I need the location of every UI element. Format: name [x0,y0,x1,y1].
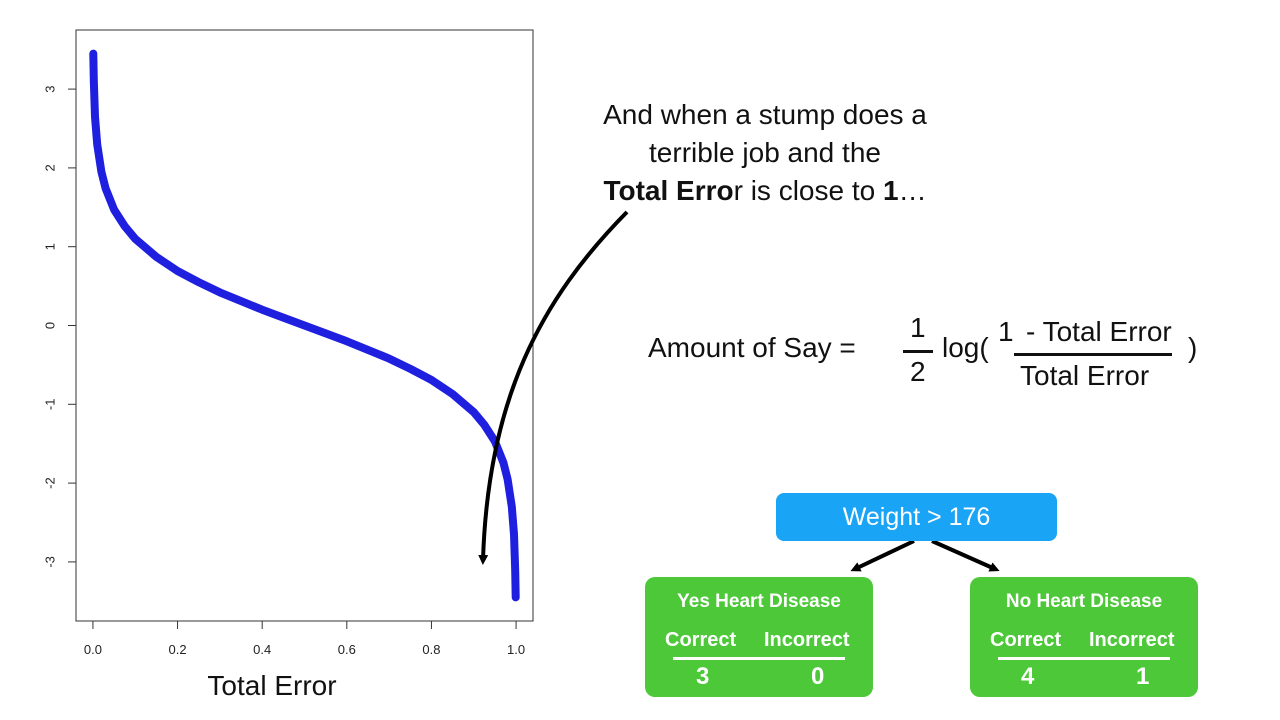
y-tick-label: -3 [43,556,58,568]
formula-close-paren: ) [1188,332,1198,363]
correct-label: Correct [665,629,737,651]
x-tick-label: 0.6 [338,642,356,657]
callout-arrow [478,210,629,565]
formula-denominator: Total Error [1020,360,1150,391]
incorrect-count: 1 [1136,663,1150,690]
correct-count: 4 [1021,663,1035,690]
formula-log: log( [942,332,989,363]
y-tick-label: -2 [43,477,58,489]
y-axis: 3 2 1 0 -1 -2 -3 [43,85,76,568]
formula-fraction-bar [1014,353,1172,356]
y-tick-label: 1 [43,243,58,250]
x-axis: 0.0 0.2 0.4 0.6 0.8 1.0 [84,621,525,657]
formula-half-fraction-bar [903,350,933,353]
incorrect-label: Incorrect [764,629,850,651]
callout-line-3: Total Error is close to 1… [560,172,970,210]
series-line-amount-of-say [89,49,520,602]
tree-branch-left [850,539,915,572]
x-tick-label: 0.2 [169,642,187,657]
leaf-divider [998,657,1170,660]
incorrect-label: Incorrect [1089,629,1175,651]
x-axis-title: Total Error [207,670,336,701]
tree-branch-right [931,539,1000,572]
formula-half-denominator: 2 [910,356,926,387]
leaf-no-heart-disease: No Heart Disease Correct Incorrect 4 1 [970,577,1198,697]
correct-label: Correct [990,629,1062,651]
y-tick-label: 2 [43,164,58,171]
callout-line-3-mid: r is close to [733,175,883,206]
y-tick-label: -1 [43,399,58,411]
callout-ellipsis: … [898,175,927,206]
callout-bold-total-error: Total Erro [603,175,734,206]
amount-of-say-formula: Amount of Say = 1 2 log( 1 - Total Error… [648,312,1238,402]
x-tick-label: 1.0 [507,642,525,657]
formula-numerator: - Total Error [1026,316,1172,347]
callout-text: And when a stump does a terrible job and… [560,96,970,210]
x-tick-label: 0.0 [84,642,102,657]
formula-lhs: Amount of Say = [648,332,856,363]
correct-count: 3 [696,663,710,690]
callout-bold-one: 1 [882,175,899,206]
incorrect-count: 0 [811,663,825,690]
y-tick-label: 3 [43,85,58,92]
leaf-title: Yes Heart Disease [677,591,841,612]
y-tick-label: 0 [43,322,58,329]
leaf-yes-heart-disease: Yes Heart Disease Correct Incorrect 3 0 [645,577,873,697]
callout-line-2: terrible job and the [649,137,881,168]
callout-line-1: And when a stump does a [603,99,927,130]
formula-one: 1 [998,316,1014,347]
stump-root-node: Weight > 176 [776,493,1057,541]
x-tick-label: 0.8 [422,642,440,657]
formula-half-numerator: 1 [910,312,926,343]
leaf-title: No Heart Disease [1005,591,1163,612]
x-tick-label: 0.4 [253,642,271,657]
leaf-divider [673,657,845,660]
